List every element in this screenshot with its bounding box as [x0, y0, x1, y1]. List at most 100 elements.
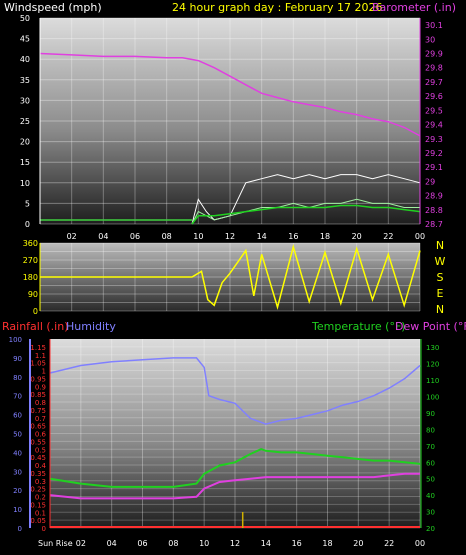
panel1-series: [39, 52, 421, 225]
temperature-ticks: 20 30 40 50 60 70 80 90 100 110 120 130: [426, 344, 439, 533]
barometer-tick-label: 29.6: [425, 92, 443, 101]
rainfall-tick-label: 0.95: [30, 375, 46, 383]
barometer-tick-label: 30: [425, 35, 435, 44]
humidity-tick-label: 0: [18, 525, 22, 533]
wind-tick-label: 0: [25, 220, 30, 229]
temperature-tick-label: 100: [426, 394, 439, 402]
barometer-tick-label: 28.7: [425, 220, 443, 229]
compass-letter: N: [436, 239, 444, 252]
x-tick-label: 04: [98, 232, 108, 241]
humidity-tick-label: 80: [13, 374, 22, 382]
rainfall-tick-label: 0.5: [35, 446, 46, 454]
panel2-series: [40, 243, 421, 310]
barometer-tick-label: 29.7: [425, 78, 443, 87]
barometer-tick-label: 28.8: [425, 206, 443, 215]
wind-tick-label: 25: [20, 117, 30, 126]
panel3-series: [49, 357, 421, 528]
compass-letter: E: [437, 287, 444, 300]
series-humidity: [49, 357, 421, 425]
temperature-tick-label: 110: [426, 377, 439, 385]
temperature-tick-label: 50: [426, 476, 435, 484]
humidity-ticks: 0 10 20 30 40 50 60 70 80 90 100: [9, 336, 22, 533]
temperature-tick-label: 90: [426, 410, 435, 418]
x-tick-label: 08: [162, 232, 172, 241]
panel1-x-ticks: 02 04 06 08 10 12 14 16 18 20 22 00: [67, 232, 426, 241]
wind-tick-label: 10: [20, 179, 30, 188]
wind-tick-label: 20: [20, 138, 30, 147]
humidity-tick-label: 100: [9, 336, 22, 344]
wind-tick-label: 30: [20, 96, 30, 105]
series-dew-point-f-: [49, 472, 420, 500]
series-wind-direction: [40, 243, 421, 310]
x-tick-label: 02: [67, 232, 77, 241]
compass-letter: N: [436, 303, 444, 316]
panel2-grid: [40, 242, 421, 312]
barometer-tick-label: 28.9: [425, 192, 443, 201]
barometer-tick-label: 29.5: [425, 106, 443, 115]
wind-tick-label: 5: [25, 199, 30, 208]
temperature-tick-label: 40: [426, 492, 435, 500]
humidity-tick-label: 70: [13, 393, 22, 401]
humidity-tick-label: 10: [13, 506, 22, 514]
rainfall-tick-label: 0.25: [30, 486, 46, 494]
humidity-tick-label: 30: [13, 468, 22, 476]
x-tick-label: 12: [230, 539, 240, 548]
wind-tick-label: 40: [20, 55, 30, 64]
series-wind-speed: [191, 198, 420, 225]
series-temperature-f-: [49, 448, 421, 488]
chart-title: 24 hour graph day : February 17 2026: [172, 1, 383, 14]
x-tick-label: 18: [322, 539, 332, 548]
rainfall-tick-label: 0.75: [30, 407, 46, 415]
temperature-tick-label: 80: [426, 426, 435, 434]
barometer-ticks: 28.7 28.8 28.9 29 29.1 29.2 29.3 29.4 29.5 29.6 29…: [425, 21, 443, 229]
direction-tick-label: 180: [23, 273, 38, 282]
compass-letter: S: [437, 271, 444, 284]
x-tick-label: 04: [107, 539, 117, 548]
x-tick-label: 00: [415, 232, 425, 241]
panel3-background: [50, 339, 420, 528]
temperature-tick-label: 30: [426, 509, 435, 517]
direction-tick-label: 270: [23, 256, 38, 265]
barometer-tick-label: 29.1: [425, 163, 443, 172]
temperature-axis-title: Temperature (°F): [311, 320, 406, 333]
rainfall-tick-label: 1.1: [35, 352, 46, 360]
wind-tick-label: 50: [20, 14, 30, 23]
panel3-grid: [50, 339, 421, 529]
rainfall-tick-label: 0.65: [30, 423, 46, 431]
humidity-tick-label: 50: [13, 431, 22, 439]
rainfall-tick-label: 0.8: [35, 399, 46, 407]
rainfall-tick-label: 0.45: [30, 454, 46, 462]
x-tick-label: 22: [384, 539, 394, 548]
barometer-tick-label: 29.2: [425, 149, 443, 158]
x-tick-label: 14: [257, 232, 267, 241]
humidity-tick-label: 20: [13, 487, 22, 495]
panel1-background: [40, 18, 420, 224]
rainfall-tick-label: 0: [42, 525, 46, 533]
x-tick-label: 10: [193, 232, 203, 241]
rainfall-tick-label: 0.85: [30, 391, 46, 399]
series-wind-average: [191, 204, 421, 225]
rainfall-tick-label: 0.9: [35, 383, 46, 391]
barometer-axis-title: Barometer (.in): [372, 1, 456, 14]
x-tick-label: 00: [415, 539, 425, 548]
temperature-tick-label: 70: [426, 443, 435, 451]
barometer-tick-label: 30.1: [425, 21, 443, 30]
temperature-tick-label: 120: [426, 361, 439, 369]
barometer-tick-label: 29.4: [425, 121, 443, 130]
barometer-tick-label: 29.9: [425, 50, 443, 59]
sunrise-label: Sun Rise: [38, 539, 73, 548]
x-tick-label: 06: [137, 539, 147, 548]
barometer-tick-label: 29.3: [425, 135, 443, 144]
x-tick-label: 20: [353, 539, 363, 548]
rainfall-axis-title: Rainfall (.in): [2, 320, 69, 333]
compass-letter: W: [435, 255, 446, 268]
x-tick-label: 16: [288, 232, 298, 241]
panel3-x-ticks: Sun Rise 02 04 06 08 10 12 14 16 18 20 22 00: [38, 539, 425, 548]
humidity-tick-label: 60: [13, 412, 22, 420]
rainfall-tick-label: 1.15: [30, 344, 46, 352]
rainfall-tick-label: 0.05: [30, 517, 46, 525]
